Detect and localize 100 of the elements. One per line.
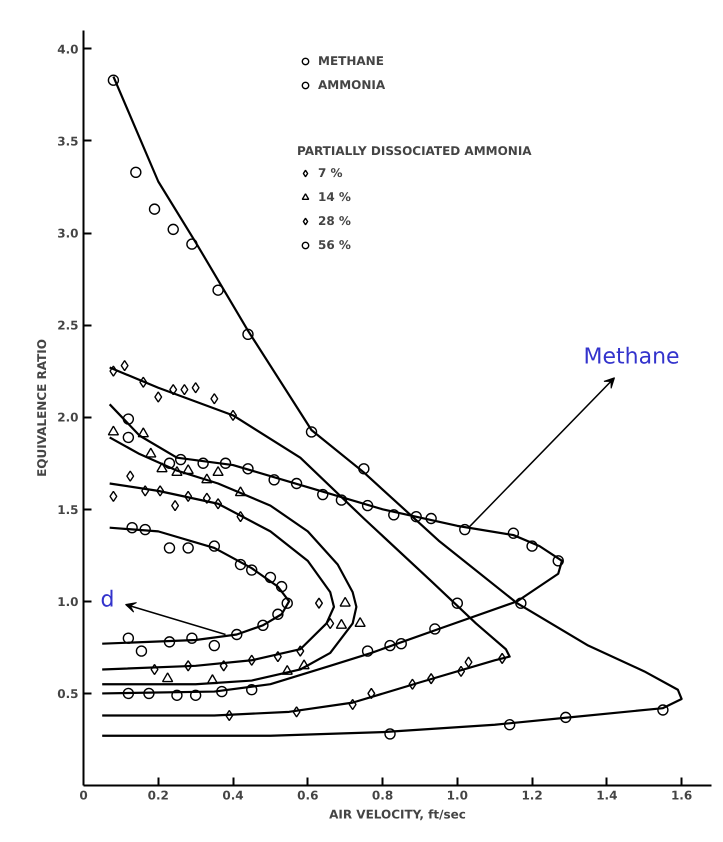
point [208,640,220,652]
point [156,462,168,472]
point [206,674,218,684]
point [296,645,304,657]
y-tick-label: 4.0 [57,42,79,56]
point [210,393,218,404]
point [290,478,302,490]
point [410,510,422,522]
point [464,656,473,668]
point [171,500,180,512]
y-tick-label: 2.5 [57,318,79,333]
point [182,464,194,474]
point [231,628,242,640]
point [228,410,238,422]
x-tick-label: 1.4 [596,788,618,802]
point [109,365,118,377]
point [201,473,213,484]
point [388,509,400,520]
legend-label: AMMONIA [318,78,386,92]
point [236,510,245,522]
point [336,618,348,629]
y-axis-title: EQUIVALENCE RATIO [35,339,50,477]
point [122,688,134,700]
point [126,522,138,534]
x-tick-label: 0.8 [372,788,394,802]
legend-label: 14 % [318,190,351,204]
x-tick-label: 1.6 [670,788,692,802]
point [162,672,174,682]
point [154,391,162,403]
point [248,654,256,666]
point [498,652,506,664]
legend-label: 7 % [318,166,343,180]
x-tick-label: 1.2 [521,788,543,802]
point [306,426,318,438]
point [552,555,564,567]
point [216,686,228,698]
point [657,704,669,716]
y-tick-label: 0.5 [57,686,79,701]
point [234,486,246,496]
point [220,660,228,672]
point [139,376,148,388]
point [282,598,293,609]
point [208,540,220,552]
point [515,598,527,609]
annotation: Methane [584,344,680,370]
legend-label: METHANE [318,54,384,68]
point [164,542,176,554]
legend-label: 56 % [318,238,351,252]
y-tick-label: 1.0 [57,594,79,609]
point [145,448,156,458]
point [268,474,280,486]
point [126,470,134,482]
point [190,690,202,701]
point [508,528,520,539]
point [354,616,366,628]
point [242,328,254,340]
point [384,640,396,652]
y-tick-label: 2.0 [57,410,79,425]
point [362,645,374,657]
point [336,494,348,506]
point [164,636,176,648]
point [156,485,164,497]
y-tick-label: 1.5 [57,502,79,517]
point [186,632,198,644]
point [246,564,258,576]
point [317,488,328,500]
point [169,384,178,396]
point [314,597,324,609]
point [171,690,183,701]
line-series [101,75,683,737]
point [282,664,293,675]
annotation: d [100,588,115,612]
legend-label: 28 % [318,214,351,228]
point [220,458,232,469]
point [212,466,224,476]
point [150,664,159,676]
point [272,608,284,620]
point [182,542,194,554]
point [136,645,148,657]
point [130,166,142,178]
point [197,458,209,469]
y-tick-label: 3.0 [57,226,79,241]
point [560,712,572,724]
x-tick-label: 1.0 [446,788,468,802]
point [362,500,374,512]
point [504,719,516,730]
point [109,490,118,502]
point [202,492,211,504]
point [212,284,224,296]
point [358,463,370,474]
point [292,706,301,718]
point [264,572,276,584]
point [384,728,396,740]
point [367,688,376,700]
point [234,558,246,570]
point [122,632,134,644]
point [122,413,134,425]
legend-title: PARTIALLY DISSOCIATED AMMONIA [297,144,532,158]
point [138,427,150,438]
point [425,512,437,524]
